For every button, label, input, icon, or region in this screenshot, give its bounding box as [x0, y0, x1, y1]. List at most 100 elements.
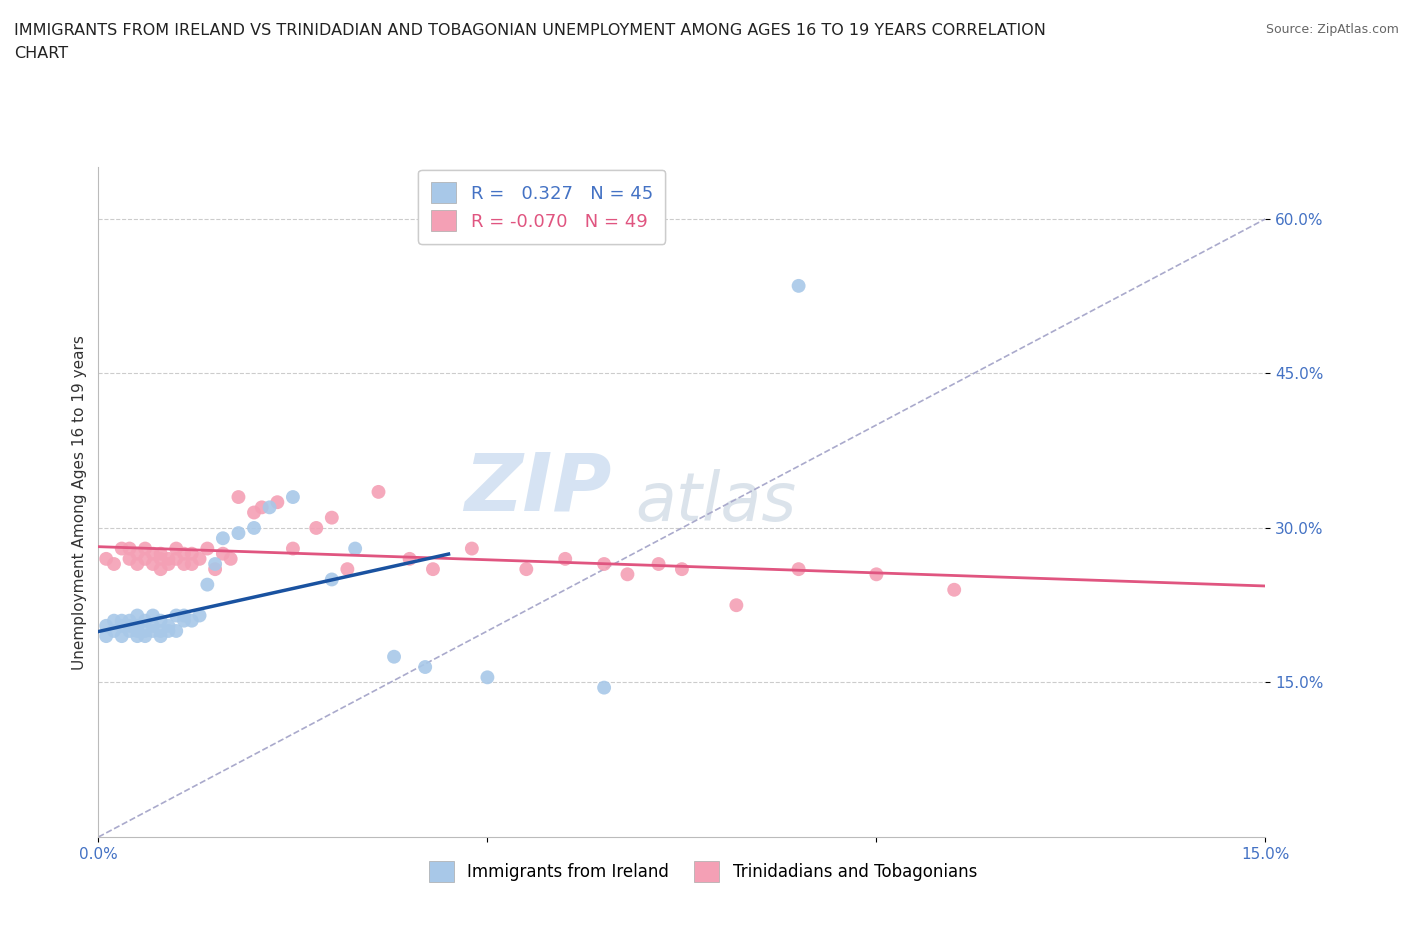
Point	[188, 608, 211, 623]
Point	[118, 623, 141, 638]
Point	[127, 556, 149, 571]
Point	[593, 556, 616, 571]
Point	[103, 556, 125, 571]
Point	[281, 489, 304, 504]
Point	[134, 629, 156, 644]
Point	[103, 623, 125, 638]
Point	[787, 278, 810, 293]
Point	[134, 541, 156, 556]
Point	[212, 531, 235, 546]
Point	[142, 556, 165, 571]
Point	[157, 551, 180, 566]
Point	[157, 623, 180, 638]
Point	[477, 670, 499, 684]
Point	[243, 521, 266, 536]
Point	[96, 618, 118, 633]
Y-axis label: Unemployment Among Ages 16 to 19 years: Unemployment Among Ages 16 to 19 years	[72, 335, 87, 670]
Point	[398, 551, 420, 566]
Point	[195, 541, 218, 556]
Point	[593, 680, 616, 695]
Point	[127, 608, 149, 623]
Point	[134, 623, 156, 638]
Point	[142, 623, 165, 638]
Legend: Immigrants from Ireland, Trinidadians and Tobagonians: Immigrants from Ireland, Trinidadians an…	[422, 855, 984, 888]
Point	[142, 546, 165, 561]
Point	[173, 608, 195, 623]
Point	[344, 541, 367, 556]
Text: ZIP: ZIP	[464, 450, 612, 528]
Point	[281, 541, 304, 556]
Point	[305, 521, 328, 536]
Point	[111, 613, 134, 628]
Point	[157, 618, 180, 633]
Point	[111, 618, 134, 633]
Point	[149, 623, 172, 638]
Point	[173, 613, 195, 628]
Text: atlas: atlas	[636, 470, 796, 535]
Point	[336, 562, 359, 577]
Point	[165, 623, 187, 638]
Point	[554, 551, 576, 566]
Point	[180, 556, 202, 571]
Point	[367, 485, 389, 499]
Point	[865, 567, 887, 582]
Point	[118, 551, 141, 566]
Point	[173, 546, 195, 561]
Point	[266, 495, 288, 510]
Point	[321, 511, 343, 525]
Point	[173, 556, 195, 571]
Point	[204, 556, 226, 571]
Point	[616, 567, 638, 582]
Point	[127, 629, 149, 644]
Point	[647, 556, 669, 571]
Point	[149, 546, 172, 561]
Text: Source: ZipAtlas.com: Source: ZipAtlas.com	[1265, 23, 1399, 36]
Point	[725, 598, 748, 613]
Point	[127, 546, 149, 561]
Point	[165, 608, 187, 623]
Point	[165, 541, 187, 556]
Point	[204, 562, 226, 577]
Text: IMMIGRANTS FROM IRELAND VS TRINIDADIAN AND TOBAGONIAN UNEMPLOYMENT AMONG AGES 16: IMMIGRANTS FROM IRELAND VS TRINIDADIAN A…	[14, 23, 1046, 38]
Point	[127, 623, 149, 638]
Point	[180, 613, 202, 628]
Point	[111, 629, 134, 644]
Point	[212, 546, 235, 561]
Point	[382, 649, 405, 664]
Point	[96, 551, 118, 566]
Point	[118, 618, 141, 633]
Point	[461, 541, 484, 556]
Point	[243, 505, 266, 520]
Legend: R =   0.327   N = 45, R = -0.070   N = 49: R = 0.327 N = 45, R = -0.070 N = 49	[418, 170, 665, 244]
Point	[149, 613, 172, 628]
Point	[118, 613, 141, 628]
Point	[195, 578, 218, 592]
Point	[103, 613, 125, 628]
Point	[413, 659, 436, 674]
Point	[96, 629, 118, 644]
Text: CHART: CHART	[14, 46, 67, 61]
Point	[118, 541, 141, 556]
Point	[219, 551, 242, 566]
Point	[127, 618, 149, 633]
Point	[228, 525, 250, 540]
Point	[250, 500, 273, 515]
Point	[134, 613, 156, 628]
Point	[787, 562, 810, 577]
Point	[671, 562, 693, 577]
Point	[422, 562, 444, 577]
Point	[149, 562, 172, 577]
Point	[149, 551, 172, 566]
Point	[134, 551, 156, 566]
Point	[228, 489, 250, 504]
Point	[188, 551, 211, 566]
Point	[180, 546, 202, 561]
Point	[149, 629, 172, 644]
Point	[157, 556, 180, 571]
Point	[515, 562, 537, 577]
Point	[142, 608, 165, 623]
Point	[321, 572, 343, 587]
Point	[165, 551, 187, 566]
Point	[943, 582, 966, 597]
Point	[142, 618, 165, 633]
